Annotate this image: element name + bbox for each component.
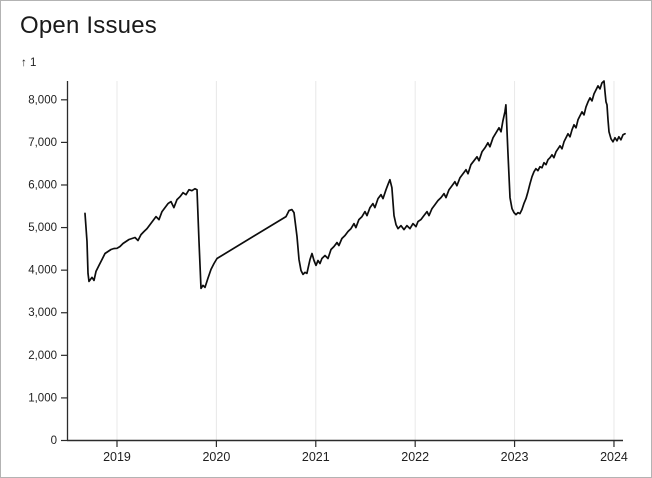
y-tick-label: 0 <box>51 435 57 447</box>
y-tick-label: 3,000 <box>28 307 57 319</box>
y-tick-label: 1,000 <box>28 392 57 404</box>
y-tick-label: 7,000 <box>28 137 57 149</box>
chart-title: Open Issues <box>20 12 157 39</box>
x-tick-label: 2021 <box>302 450 330 464</box>
y-tick-label: 8,000 <box>28 94 57 106</box>
y-axis-annotation: ↑ 1 <box>21 57 37 69</box>
x-tick-label: 2022 <box>401 450 429 464</box>
y-tick-label: 6,000 <box>28 179 57 191</box>
y-tick-label: 5,000 <box>28 222 57 234</box>
x-tick-label: 2024 <box>600 450 628 464</box>
x-tick-label: 2023 <box>501 450 529 464</box>
y-tick-label: 2,000 <box>28 350 57 362</box>
y-tick-label: 4,000 <box>28 265 57 277</box>
x-tick-label: 2020 <box>202 450 230 464</box>
data-line-open-issues <box>84 80 626 290</box>
x-tick-label: 2019 <box>103 450 131 464</box>
